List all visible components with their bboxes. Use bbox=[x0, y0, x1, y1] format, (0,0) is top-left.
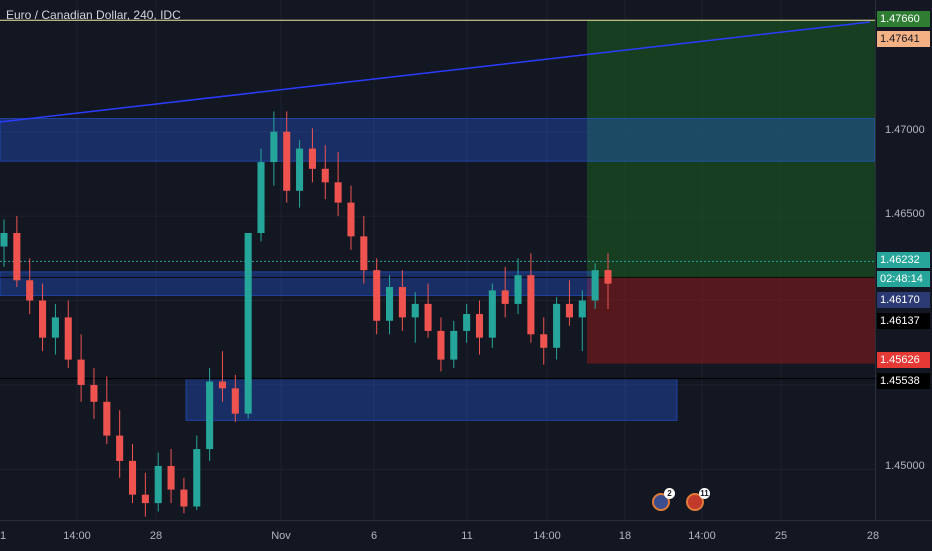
candle-body bbox=[321, 168, 329, 183]
resistance-zone bbox=[0, 118, 875, 162]
candle-body bbox=[308, 148, 316, 169]
time-tick: 25 bbox=[774, 530, 788, 542]
candle-body bbox=[128, 460, 137, 495]
candle-body bbox=[193, 449, 201, 507]
zone-top-price-label: 1.46170 bbox=[877, 292, 930, 308]
time-tick: 14:00 bbox=[63, 530, 91, 542]
entry-price-label: 1.46137 bbox=[877, 313, 930, 329]
dividend-event-badge: 11 bbox=[699, 488, 710, 499]
candle-body bbox=[463, 314, 471, 331]
candle-body bbox=[398, 287, 406, 318]
time-tick: 14:00 bbox=[533, 530, 561, 542]
candle-body bbox=[411, 303, 419, 318]
candle-body bbox=[0, 232, 8, 247]
chart-title: Euro / Canadian Dollar, 240, IDC bbox=[6, 8, 181, 22]
candle-body bbox=[424, 303, 432, 331]
candle-body bbox=[553, 303, 561, 348]
last-price-label: 1.46232 bbox=[877, 252, 930, 268]
time-tick: 1 bbox=[0, 530, 7, 542]
candle-body bbox=[373, 270, 381, 321]
candle-body bbox=[347, 202, 355, 237]
candle-body bbox=[154, 465, 162, 504]
time-tick: 11 bbox=[461, 530, 473, 542]
price-chart[interactable] bbox=[0, 0, 875, 520]
time-scale[interactable]: 1 14:00 28 Nov 6 11 14:00 18 14:00 25 28 bbox=[0, 520, 932, 551]
candle-body bbox=[77, 359, 85, 385]
support-zone bbox=[185, 378, 678, 421]
candle-body bbox=[604, 270, 612, 284]
candle-body bbox=[51, 317, 59, 338]
candle-body bbox=[141, 494, 149, 504]
candle-body bbox=[296, 148, 304, 191]
candle-body bbox=[270, 131, 278, 163]
candle-body bbox=[26, 280, 34, 301]
candle-body bbox=[180, 489, 188, 507]
trendline bbox=[0, 21, 871, 123]
candle-body bbox=[540, 334, 548, 348]
candle-body bbox=[244, 232, 252, 414]
target-price-label: 1.47660 bbox=[877, 11, 930, 27]
candle-body bbox=[206, 381, 214, 450]
dividend-event-icon[interactable] bbox=[686, 493, 704, 511]
price-tick: 1.46500 bbox=[885, 208, 925, 220]
target-zone bbox=[587, 20, 875, 278]
candle-body bbox=[527, 275, 535, 335]
time-tick: 6 bbox=[370, 530, 378, 542]
candle-body bbox=[64, 317, 72, 360]
candle-body bbox=[385, 287, 394, 321]
candle-body bbox=[475, 314, 484, 338]
time-tick: Nov bbox=[271, 530, 291, 542]
price-tick: 1.45000 bbox=[885, 460, 925, 472]
candle-body bbox=[565, 303, 573, 318]
candle-body bbox=[167, 465, 175, 490]
candle-body bbox=[514, 275, 522, 304]
time-tick: 14:00 bbox=[688, 530, 716, 542]
candle-body bbox=[90, 384, 98, 402]
candle-body bbox=[450, 330, 458, 360]
candle-body bbox=[218, 381, 227, 389]
candle-body bbox=[116, 435, 124, 461]
time-tick: 28 bbox=[149, 530, 163, 542]
stop-price-label: 1.45626 bbox=[877, 352, 930, 368]
candle-body bbox=[334, 182, 342, 203]
candle-body bbox=[13, 232, 21, 281]
candle-body bbox=[501, 290, 509, 304]
candle-body bbox=[39, 300, 47, 338]
candle-body bbox=[283, 131, 291, 191]
ask-price-label: 1.47641 bbox=[877, 31, 930, 47]
candle-body bbox=[103, 401, 111, 436]
candle-body bbox=[591, 270, 599, 301]
candle-body bbox=[578, 300, 586, 318]
stop-zone bbox=[587, 277, 875, 364]
candle-body bbox=[231, 388, 239, 414]
time-tick: 28 bbox=[866, 530, 880, 542]
candle-body bbox=[437, 330, 445, 360]
earnings-event-badge: 2 bbox=[664, 488, 675, 499]
candle-body bbox=[360, 236, 368, 271]
support-price-label: 1.45538 bbox=[877, 373, 930, 389]
candle-body bbox=[488, 290, 496, 338]
price-tick: 1.47000 bbox=[885, 124, 925, 136]
countdown-label: 02:48:14 bbox=[877, 271, 930, 287]
time-tick: 18 bbox=[618, 530, 632, 542]
candle-body bbox=[257, 162, 265, 233]
